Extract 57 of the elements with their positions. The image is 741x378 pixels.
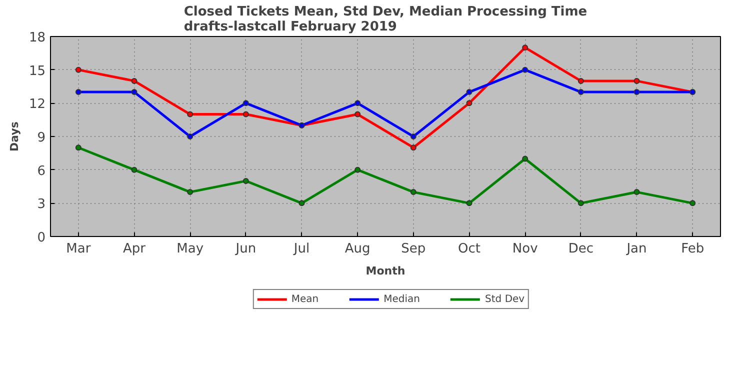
y-tick-label: 15 [28,64,46,79]
point [634,78,640,84]
point [522,66,528,73]
y-tick-label: 3 [37,197,46,212]
y-axis-title: Days [8,121,21,152]
point [298,200,305,206]
point [187,111,194,118]
chart-title: Closed Tickets Mean, Std Dev, Median Processing Time drafts-lastcall February 2019 [184,4,588,34]
point [242,100,249,106]
point [242,178,249,184]
y-tick-label: 6 [37,164,46,179]
point [410,134,416,140]
point [466,100,472,106]
point [354,100,361,106]
x-tick-label: May [176,242,204,256]
point [466,200,472,206]
point [131,89,138,96]
point [75,144,82,151]
point [578,200,584,206]
y-tick-label: 9 [37,130,46,146]
legend-label: Std Dev [485,293,525,305]
x-tick-label: Jan [626,242,647,256]
point [522,44,528,51]
x-tick-label: Mar [66,242,92,256]
y-tick-label: 12 [28,97,46,112]
point [131,166,138,173]
x-tick-label: Sep [401,242,426,256]
point [131,78,138,84]
x-tick-label: Jul [292,242,310,256]
x-tick-label: Oct [458,242,480,256]
point [75,89,82,96]
x-tick-label: Aug [344,242,370,256]
x-tick-label: Apr [123,242,146,256]
legend-label: Mean [291,293,319,305]
point [410,144,416,151]
x-axis-title: Month [366,264,406,278]
x-tick-label: Jun [234,242,256,256]
point [410,189,416,196]
point [75,66,82,73]
x-tick-label: Nov [512,242,538,256]
point [187,134,194,140]
point [522,156,528,162]
point [354,111,361,118]
point [578,78,584,84]
point [578,89,584,96]
point [466,89,472,96]
x-tick-label: Feb [681,242,704,256]
y-tick-label: 18 [28,30,46,46]
point [354,166,361,173]
legend-label: Median [384,293,420,305]
point [242,111,249,118]
point [187,189,194,196]
point [690,200,696,206]
y-tick-label: 0 [37,230,46,246]
point [634,89,640,96]
point [634,189,640,196]
x-tick-label: Dec [568,242,594,256]
